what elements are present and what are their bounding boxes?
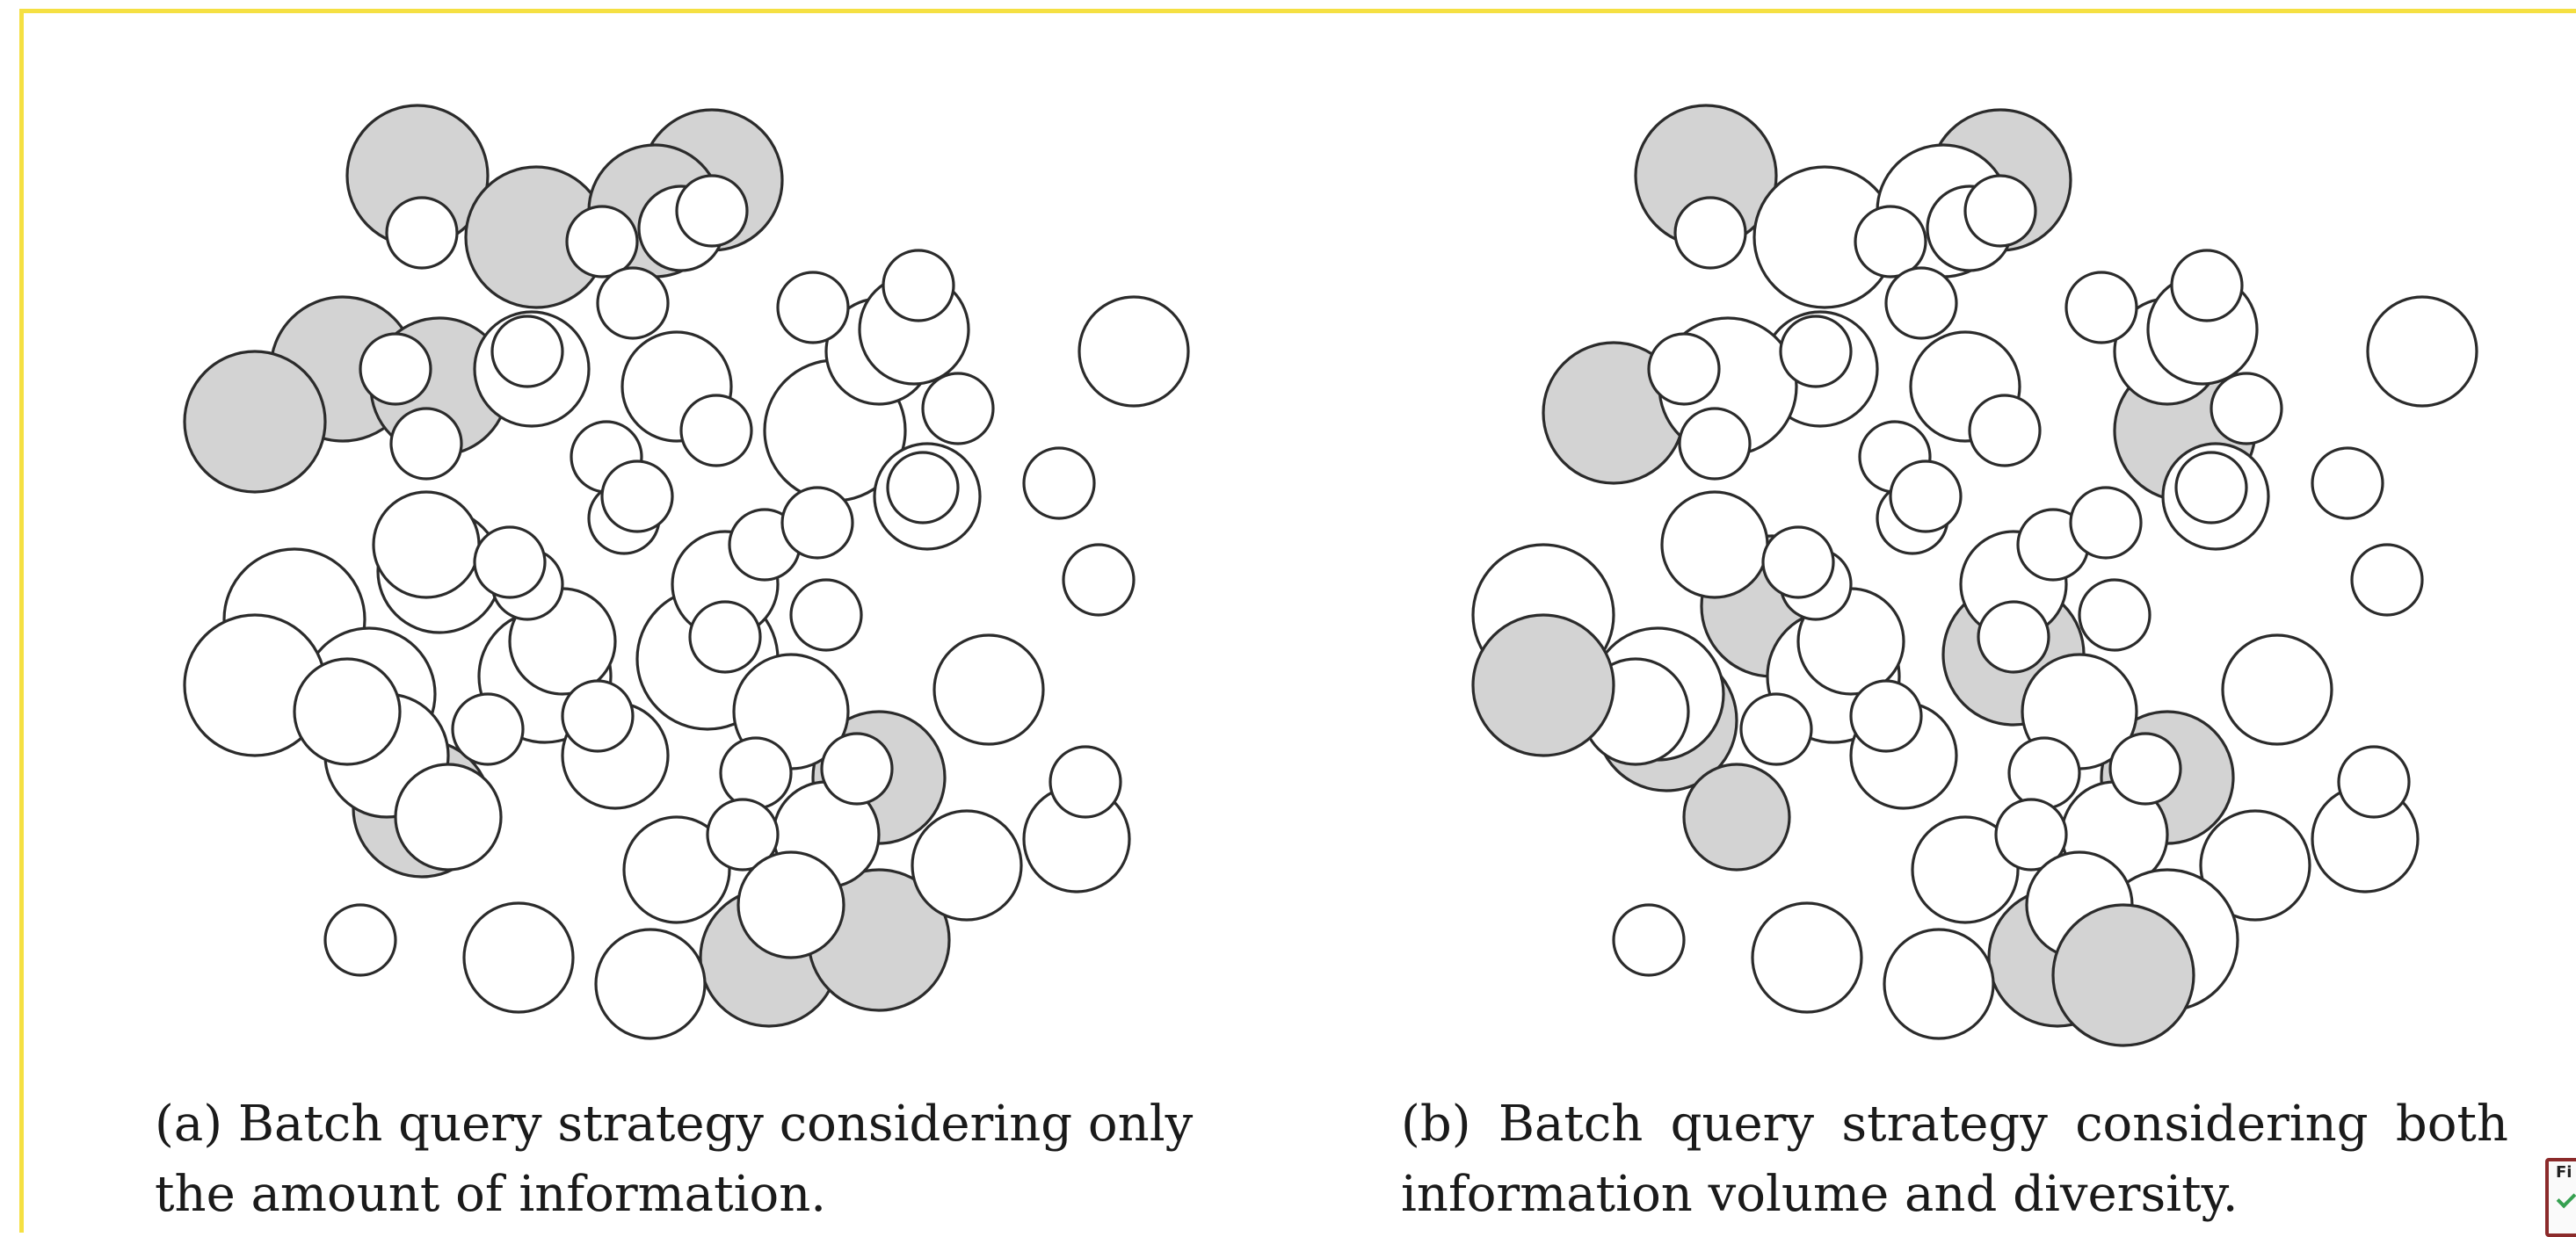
corner-badge-label: Fi <box>2556 1163 2572 1182</box>
panel-a-sample-61 <box>473 525 547 599</box>
panel-a-sample-36 <box>594 928 707 1040</box>
panel-b-sample-29 <box>1911 815 2020 924</box>
panel-b-sample-42 <box>1884 266 1958 340</box>
panel-a-sample-70 <box>323 903 397 977</box>
panel-a-sample-68 <box>886 451 960 524</box>
panel-b-sample-55 <box>2078 578 2152 652</box>
panel-a-sample-37 <box>462 901 575 1014</box>
panel-a-sample-46 <box>776 271 850 344</box>
panel-a-sample-34 <box>911 809 1023 922</box>
panel-a-sample-51 <box>389 407 463 481</box>
panel-b-selected-sample-68 <box>1471 613 1615 757</box>
figure-frame <box>19 9 2576 1233</box>
panel-a-sample-50 <box>359 332 432 406</box>
corner-badge: Fi <box>2545 1158 2576 1237</box>
panel-a-sample-67 <box>737 850 845 959</box>
panel-b-sample-48 <box>1678 407 1752 481</box>
panel-b-sample-28 <box>2221 633 2333 746</box>
panel-b-sample-41 <box>1963 174 2037 248</box>
caption-b: (b) Batch query strategy considering bot… <box>1401 1096 2508 1223</box>
panel-b-sample-47 <box>1647 332 1721 406</box>
panel-a-sample-69 <box>1049 745 1122 819</box>
panel-b-sample-43 <box>2064 271 2138 344</box>
panel-a-sample-17 <box>1022 446 1096 520</box>
panel-b-sample-66 <box>2337 745 2411 819</box>
panel-a-sample-65 <box>820 732 894 806</box>
panel-b-sample-31 <box>2199 809 2311 922</box>
panel-a-sample-42 <box>565 205 639 279</box>
panel-a-sample-47 <box>882 249 955 322</box>
panel-a-sample-58 <box>789 578 863 652</box>
panel-b-sample-65 <box>2174 451 2248 524</box>
panel-b-sample-38 <box>1673 196 1747 270</box>
panel-a-sample-16 <box>1078 295 1190 408</box>
panel-a-sample-62 <box>451 692 525 766</box>
panel-a-sample-55 <box>600 459 674 533</box>
panel-a-diagram <box>183 104 1190 1040</box>
panel-b-sample-58 <box>1761 525 1835 599</box>
panel-b-selected-sample-69 <box>2051 903 2195 1047</box>
panel-b-sample-18 <box>2350 543 2424 617</box>
panel-b-sample-52 <box>1889 459 1963 533</box>
panel-b-sample-59 <box>1739 692 1813 766</box>
panel-a-sample-32 <box>622 815 731 924</box>
panel-b-sample-16 <box>2366 295 2478 408</box>
panel-a-selected-sample-6 <box>183 350 327 494</box>
panel-a-sample-45 <box>596 266 670 340</box>
panel-b-sample-61 <box>2007 736 2081 810</box>
panel-b-sample-63 <box>1994 798 2068 872</box>
panel-b-sample-34 <box>1751 901 1863 1014</box>
caption-a: (a) Batch query strategy considering onl… <box>155 1096 1194 1223</box>
panel-a-sample-63 <box>561 679 635 753</box>
panel-a-sample-66 <box>706 798 780 872</box>
panel-b-sample-50 <box>1968 394 2042 467</box>
panel-a-sample-41 <box>385 196 459 270</box>
panel-a-sample-18 <box>1062 543 1136 617</box>
panel-a-sample-64 <box>719 736 793 810</box>
panel-a-sample-44 <box>675 174 749 248</box>
panel-b-sample-67 <box>1612 903 1686 977</box>
panel-b-sample-46 <box>1779 315 1853 388</box>
panel-a-sample-49 <box>490 315 564 388</box>
panel-b-sample-37 <box>1660 490 1769 599</box>
panel-a-sample-39 <box>293 657 402 766</box>
panel-b-sample-45 <box>2210 372 2283 445</box>
panel-b-sample-17 <box>2311 446 2384 520</box>
panel-a-sample-38 <box>394 763 503 872</box>
panel-a-sample-48 <box>921 372 995 445</box>
panel-b-sample-39 <box>1854 205 1927 279</box>
panel-b-sample-62 <box>2108 732 2182 806</box>
panel-b-selected-sample-7 <box>1682 763 1791 872</box>
check-icon <box>2556 1188 2576 1209</box>
panel-a-sample-40 <box>372 490 481 599</box>
panel-a-sample-59 <box>688 600 762 674</box>
panel-a-sample-31 <box>932 633 1045 746</box>
panel-b-sample-44 <box>2170 249 2244 322</box>
panel-b-sample-54 <box>2069 486 2143 560</box>
panel-b-sample-60 <box>1849 679 1923 753</box>
panel-a-sample-57 <box>780 486 854 560</box>
panel-b-diagram <box>1471 104 2478 1047</box>
panel-b-sample-33 <box>1883 928 1995 1040</box>
panel-b-sample-56 <box>1977 600 2050 674</box>
panel-a-sample-53 <box>679 394 753 467</box>
